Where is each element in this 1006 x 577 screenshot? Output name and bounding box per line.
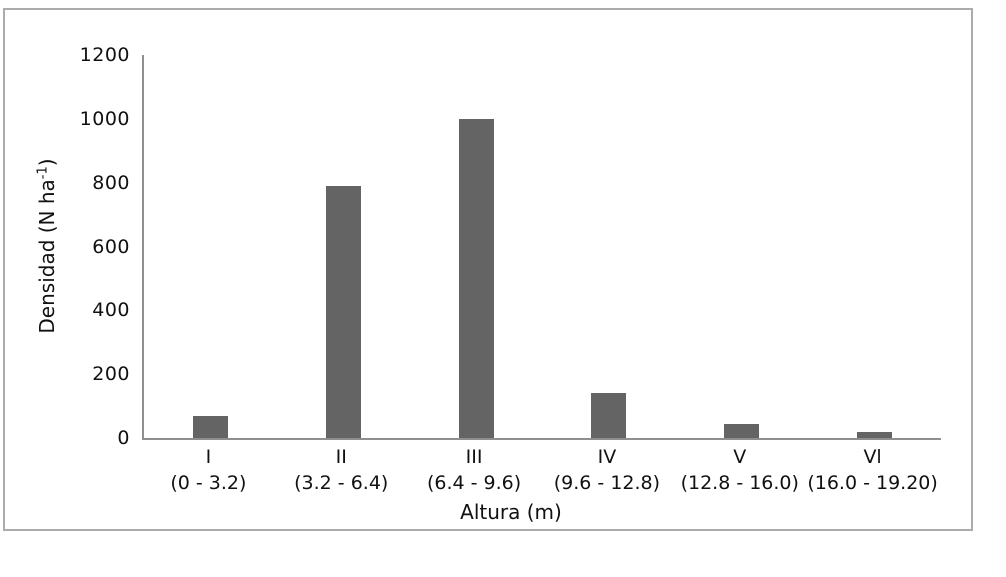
x-category-label: III (6.4 - 9.6) (379, 444, 569, 496)
x-category-numeral: V (733, 446, 747, 468)
bar-category-V (724, 423, 760, 438)
y-axis-tick-labels: 0 200 400 600 800 1000 1200 (5, 10, 130, 529)
chart-frame: Densidad (N ha-1) 0 200 400 600 800 1000 1200 … (3, 8, 973, 531)
x-category-label: V (12.8 - 16.0) (645, 444, 835, 496)
x-category-range: (12.8 - 16.0) (680, 472, 799, 494)
x-category-range: (6.4 - 9.6) (426, 472, 522, 494)
bar-category-III (458, 118, 494, 438)
y-tick-label: 200 (92, 363, 130, 386)
x-axis-category-labels: I (0 - 3.2) II (3.2 - 6.4) III (6.4 - 9.6) IV (… (5, 444, 971, 502)
x-category-range: (3.2 - 6.4) (294, 472, 389, 494)
x-category-label: II (3.2 - 6.4) (246, 444, 436, 496)
x-category-label: IV (9.6 - 12.8) (512, 444, 702, 496)
x-category-numeral: III (465, 446, 483, 468)
bar-category-IV (591, 393, 627, 438)
y-tick-label: 1000 (79, 107, 130, 130)
y-tick-label: 600 (92, 235, 130, 258)
y-tick-label: 1200 (79, 44, 130, 66)
y-tick-label: 0 (117, 427, 130, 449)
bar-category-Vl (857, 431, 893, 438)
x-category-numeral: II (335, 446, 347, 468)
y-tick-label: 400 (92, 299, 130, 322)
bar-category-I (192, 415, 228, 438)
bar-category-II (325, 185, 361, 438)
x-category-numeral: IV (597, 446, 617, 468)
x-category-range: (0 - 3.2) (170, 472, 247, 494)
x-axis-title: Altura (m) (460, 500, 562, 524)
plot-area (142, 55, 941, 440)
x-category-label: Vl (16.0 - 19.20) (778, 444, 968, 496)
x-category-range: (9.6 - 12.8) (553, 472, 661, 494)
y-tick-label: 800 (92, 171, 130, 194)
x-category-label: I (0 - 3.2) (113, 444, 303, 496)
x-category-numeral: I (205, 446, 212, 468)
x-category-range: (16.0 - 19.20) (807, 472, 938, 494)
x-category-numeral: Vl (863, 446, 882, 468)
